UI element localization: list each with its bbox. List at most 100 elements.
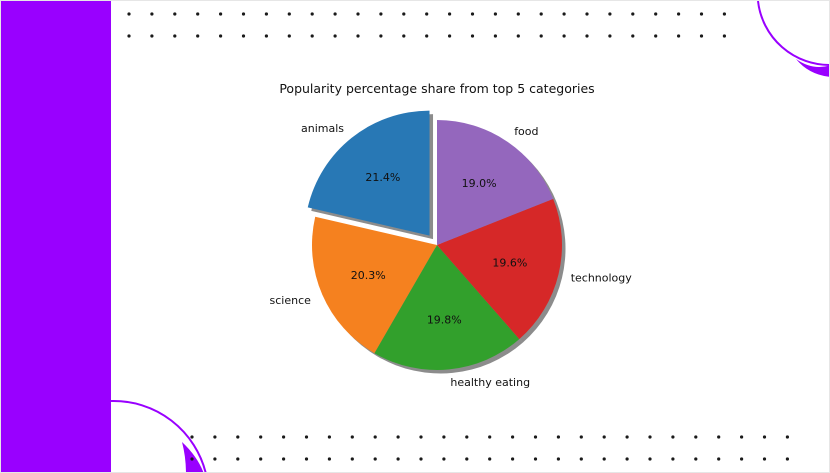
pattern-dot <box>402 34 406 38</box>
pattern-dot <box>282 435 286 439</box>
pie-slice-food <box>437 119 554 245</box>
pattern-dot <box>304 457 309 461</box>
pattern-dot <box>694 457 698 461</box>
decorative-arc-fill-top-right <box>796 59 829 77</box>
pie-slice-technology <box>437 198 562 340</box>
pattern-dot <box>190 457 194 461</box>
pie-category-label: technology <box>571 271 633 284</box>
pie-value-label: 19.6% <box>492 257 527 270</box>
pattern-dot <box>356 12 360 16</box>
pie-value-label: 20.3% <box>351 269 386 282</box>
pattern-dot <box>402 12 406 16</box>
pattern-dot <box>379 12 383 16</box>
pie-slice-science <box>311 216 437 354</box>
pattern-dot <box>585 12 589 16</box>
pie-category-label: science <box>270 294 312 307</box>
pattern-dot <box>671 435 675 439</box>
pattern-dot <box>310 12 314 16</box>
pattern-dot <box>562 12 566 16</box>
pattern-dot <box>219 12 223 16</box>
pattern-dot <box>717 457 721 461</box>
pattern-dot <box>740 435 744 439</box>
pie-category-label: food <box>514 125 538 138</box>
pattern-dot <box>419 457 423 461</box>
pattern-dot <box>213 435 217 439</box>
pattern-dot <box>241 12 246 16</box>
pattern-dot <box>677 34 681 38</box>
pattern-dot <box>396 457 400 461</box>
pattern-dot <box>654 34 658 38</box>
pattern-dot <box>511 457 515 461</box>
pattern-dot <box>740 457 744 461</box>
pattern-dot <box>373 435 377 439</box>
pattern-dot <box>539 12 543 16</box>
pattern-dot <box>762 435 767 439</box>
pattern-dot <box>562 34 566 38</box>
pattern-dot <box>608 12 612 16</box>
pattern-dot <box>625 435 629 439</box>
pattern-dot <box>333 34 337 38</box>
pattern-dot <box>511 435 515 439</box>
pattern-dot <box>264 34 268 38</box>
pattern-dot <box>493 12 497 16</box>
pie-slice-animals <box>307 110 430 236</box>
pattern-dot <box>579 457 583 461</box>
pattern-dot <box>608 34 612 38</box>
pattern-dot <box>722 12 727 16</box>
pattern-dot <box>327 457 331 461</box>
pattern-dot <box>699 12 704 16</box>
pattern-dot <box>379 34 383 38</box>
pie-value-label: 21.4% <box>365 171 400 184</box>
pattern-dot <box>350 435 354 439</box>
pattern-dot <box>785 457 790 461</box>
decorative-arc-fill-bottom-left <box>182 442 204 472</box>
pattern-dot <box>350 457 354 461</box>
dot-pattern-bottom <box>190 435 790 461</box>
pattern-dot <box>448 12 452 16</box>
pattern-dot <box>327 435 331 439</box>
pattern-dot <box>602 435 606 439</box>
pattern-dot <box>717 435 721 439</box>
pie-value-label: 19.0% <box>462 177 497 190</box>
pattern-dot <box>654 12 658 16</box>
pattern-dot <box>173 12 177 16</box>
pattern-dot <box>173 34 177 38</box>
pattern-dot <box>470 12 475 16</box>
pattern-dot <box>722 34 727 38</box>
pattern-dot <box>241 34 246 38</box>
pattern-dot <box>470 34 475 38</box>
pattern-dot <box>425 34 429 38</box>
pattern-dot <box>259 435 263 439</box>
pattern-dot <box>602 457 606 461</box>
pattern-dot <box>259 457 263 461</box>
pattern-dot <box>579 435 583 439</box>
pattern-dot <box>671 457 675 461</box>
pattern-dot <box>304 435 309 439</box>
pattern-dot <box>556 435 561 439</box>
accent-sidebar <box>1 1 111 472</box>
pattern-dot <box>213 457 217 461</box>
pie-slice-healthy-eating <box>374 245 520 370</box>
pattern-dot <box>287 12 291 16</box>
pattern-dot <box>493 34 497 38</box>
pattern-dot <box>442 457 446 461</box>
pattern-dot <box>442 435 446 439</box>
pattern-dot <box>287 34 291 38</box>
pattern-dot <box>533 435 538 439</box>
pattern-dot <box>282 457 286 461</box>
pattern-dot <box>699 34 704 38</box>
pie-chart: 21.4% animals 20.3% science 19.8% healthy eat… <box>270 110 633 389</box>
pattern-dot <box>264 12 268 16</box>
pattern-dot <box>516 34 520 38</box>
pattern-dot <box>127 12 131 16</box>
pattern-dot <box>448 34 452 38</box>
pattern-dot <box>425 12 429 16</box>
pattern-dot <box>236 435 240 439</box>
pie-category-label: animals <box>301 122 344 135</box>
pattern-dot <box>196 12 200 16</box>
chart-title: Popularity percentage share from top 5 c… <box>279 81 594 96</box>
pattern-dot <box>396 435 400 439</box>
pattern-dot <box>488 435 492 439</box>
